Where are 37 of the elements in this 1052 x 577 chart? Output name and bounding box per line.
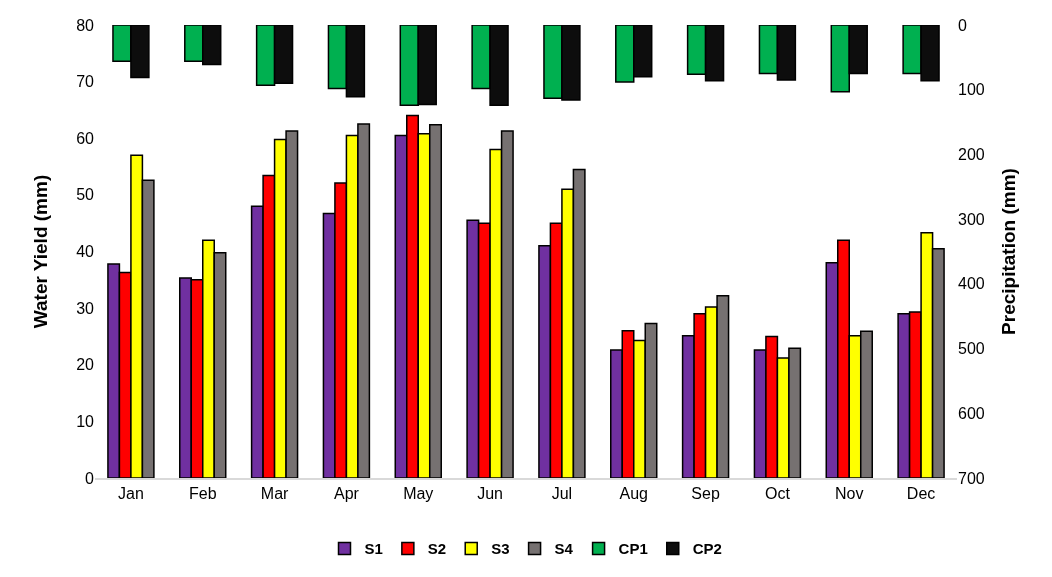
legend-label: CP2 xyxy=(692,540,722,558)
x-tick-label: Apr xyxy=(333,484,360,502)
x-tick-label: Oct xyxy=(764,484,791,502)
y2-tick-label: 700 xyxy=(958,469,985,487)
y-tick-label: 30 xyxy=(76,299,95,317)
y-tick-label: 70 xyxy=(76,73,95,91)
y2-tick-label: 0 xyxy=(958,16,967,34)
y-tick-label: 10 xyxy=(76,412,95,430)
y2-tick-label: 300 xyxy=(958,210,985,228)
y2-tick-label: 100 xyxy=(958,81,985,99)
x-tick-label: Jan xyxy=(118,484,144,502)
legend-label: S1 xyxy=(364,540,383,558)
legend-label: CP1 xyxy=(618,540,648,558)
legend-label: S4 xyxy=(554,540,574,558)
y2-tick-label: 600 xyxy=(958,404,985,422)
x-tick-label: Jun xyxy=(477,484,503,502)
y2-tick-label: 200 xyxy=(958,146,985,164)
y2-tick-label: 500 xyxy=(958,340,985,358)
y2-tick-label: 400 xyxy=(958,275,985,293)
y-tick-label: 50 xyxy=(76,186,95,204)
x-tick-label: Feb xyxy=(188,484,217,502)
y-tick-label: 20 xyxy=(76,356,95,374)
x-tick-label: Jul xyxy=(551,484,573,502)
x-tick-label: May xyxy=(403,484,434,502)
y-tick-label: 60 xyxy=(76,129,95,147)
y-axis-title: Water Yield (mm) xyxy=(30,174,51,329)
y-tick-label: 40 xyxy=(76,243,95,261)
x-tick-label: Mar xyxy=(260,484,290,502)
y-tick-label: 80 xyxy=(76,16,95,34)
x-tick-label: Sep xyxy=(691,484,720,502)
x-tick-label: Nov xyxy=(835,484,864,502)
y-tick-label: 0 xyxy=(85,469,95,487)
legend-label: S2 xyxy=(427,540,447,558)
legend-label: S3 xyxy=(491,540,510,558)
x-tick-label: Aug xyxy=(619,484,648,502)
x-tick-label: Dec xyxy=(906,484,936,502)
y2-axis-title: Precipitation (mm) xyxy=(997,168,1019,335)
